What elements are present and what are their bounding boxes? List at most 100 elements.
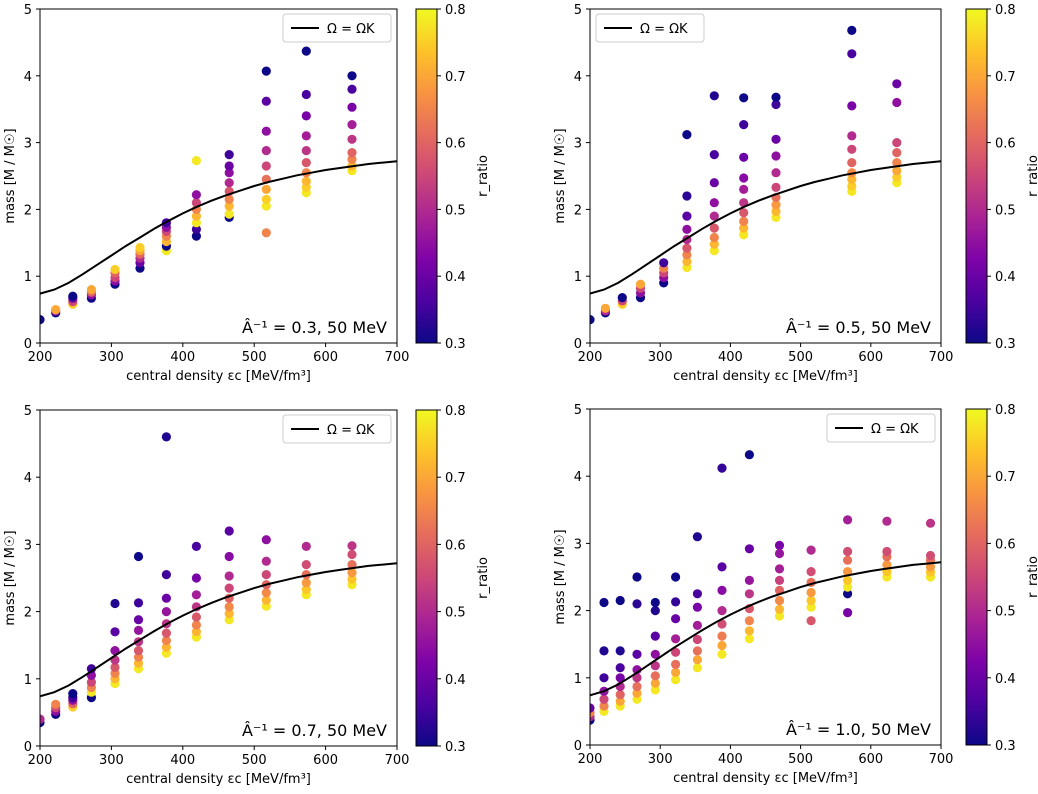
data-point [615, 696, 625, 706]
data-point [161, 593, 171, 603]
colorbar-tick-label: 0.8 [445, 3, 466, 18]
data-point [774, 575, 785, 586]
data-point [692, 634, 703, 645]
colorbar-tick-label: 0.4 [995, 672, 1016, 687]
data-point [301, 111, 311, 121]
kepler-curve-line [40, 160, 397, 295]
panel-1: 200 300 400 500 600 700 0 1 2 3 4 5 central density … [3, 3, 491, 384]
colorbar-tick-label: 0.6 [445, 538, 466, 553]
data-point [682, 191, 692, 201]
data-point [671, 667, 681, 678]
panel-2: 200 300 400 500 600 700 0 1 2 3 4 5 central density … [553, 3, 1038, 384]
x-axis-label: central density εc [MeV/fm³] [126, 772, 311, 787]
data-point [347, 574, 357, 584]
data-point [671, 675, 681, 685]
y-tick-label: 4 [24, 471, 32, 486]
data-point [224, 526, 234, 536]
colorbar-label: r_ratio [1026, 556, 1038, 598]
data-point [599, 597, 609, 608]
y-tick-label: 4 [574, 70, 582, 85]
data-point [843, 555, 853, 565]
data-point [774, 595, 785, 606]
data-point [739, 230, 749, 240]
data-point [774, 604, 785, 614]
data-point [261, 588, 271, 598]
data-point [51, 699, 61, 709]
data-point [682, 243, 692, 253]
data-point [739, 120, 749, 130]
data-point [599, 673, 609, 683]
data-point [709, 91, 719, 101]
colorbar-tick-label: 0.7 [445, 70, 466, 85]
x-tick-label: 200 [578, 350, 603, 365]
y-tick-label: 1 [574, 672, 582, 687]
data-point [882, 546, 892, 557]
data-point [161, 642, 171, 652]
legend: Ω = ΩK [282, 13, 392, 43]
data-point [261, 161, 271, 171]
data-point [347, 84, 357, 94]
data-point [617, 293, 627, 303]
data-point [771, 168, 781, 178]
data-point [161, 628, 171, 638]
x-tick-label: 500 [788, 752, 813, 767]
x-tick-label: 600 [313, 350, 338, 365]
data-point [191, 620, 201, 630]
data-point [744, 634, 755, 644]
data-point [224, 161, 234, 171]
data-point [806, 602, 816, 612]
data-point [615, 663, 625, 673]
data-point [133, 646, 144, 656]
data-point [224, 571, 234, 581]
data-point [771, 92, 781, 102]
x-tick-label: 600 [313, 753, 338, 768]
x-tick-label: 300 [99, 753, 124, 768]
data-point [224, 178, 234, 188]
data-point [261, 194, 271, 204]
data-point [806, 587, 816, 598]
axes-frame [39, 409, 398, 747]
axes-frame [589, 408, 942, 746]
y-tick-label: 3 [24, 137, 32, 152]
data-point [717, 562, 727, 572]
data-point [650, 685, 660, 695]
data-point [682, 130, 692, 140]
data-point [301, 89, 311, 100]
y-tick-label: 3 [574, 137, 582, 152]
data-point [650, 631, 660, 641]
y-axis-label: mass [M / M☉] [553, 529, 568, 624]
data-point [692, 589, 703, 599]
data-point [892, 158, 902, 168]
data-point [224, 201, 234, 211]
data-point [86, 285, 96, 295]
colorbar: 0.3 0.4 0.5 0.6 0.7 0.8 r_ratio [415, 3, 491, 352]
data-point [261, 184, 271, 194]
data-point [261, 66, 271, 76]
y-tick-label: 2 [574, 605, 582, 620]
data-point [682, 224, 692, 234]
colorbar-label: r_ratio [1026, 155, 1038, 197]
colorbar-tick-label: 0.6 [995, 537, 1016, 552]
data-point [692, 646, 703, 656]
data-point [68, 291, 78, 301]
colorbar-label: r_ratio [476, 557, 491, 599]
data-point [261, 126, 271, 136]
x-tick-label: 200 [28, 350, 53, 365]
data-point [806, 595, 816, 606]
data-point [347, 120, 357, 130]
y-tick-label: 5 [24, 404, 32, 419]
data-point [847, 49, 857, 59]
data-point [659, 258, 669, 268]
data-point [161, 635, 171, 646]
x-tick-label: 500 [242, 753, 267, 768]
colorbar-tick-label: 0.8 [445, 404, 466, 419]
x-axis-label: central density εc [MeV/fm³] [126, 369, 311, 384]
data-point [709, 223, 719, 233]
parameter-annotation: Â⁻¹ = 0.3, 50 MeV [242, 318, 387, 337]
data-point [191, 224, 201, 234]
data-point [692, 620, 703, 631]
axes-frame [589, 8, 942, 344]
data-point [301, 584, 311, 595]
data-point [261, 146, 271, 156]
data-point [650, 678, 660, 688]
